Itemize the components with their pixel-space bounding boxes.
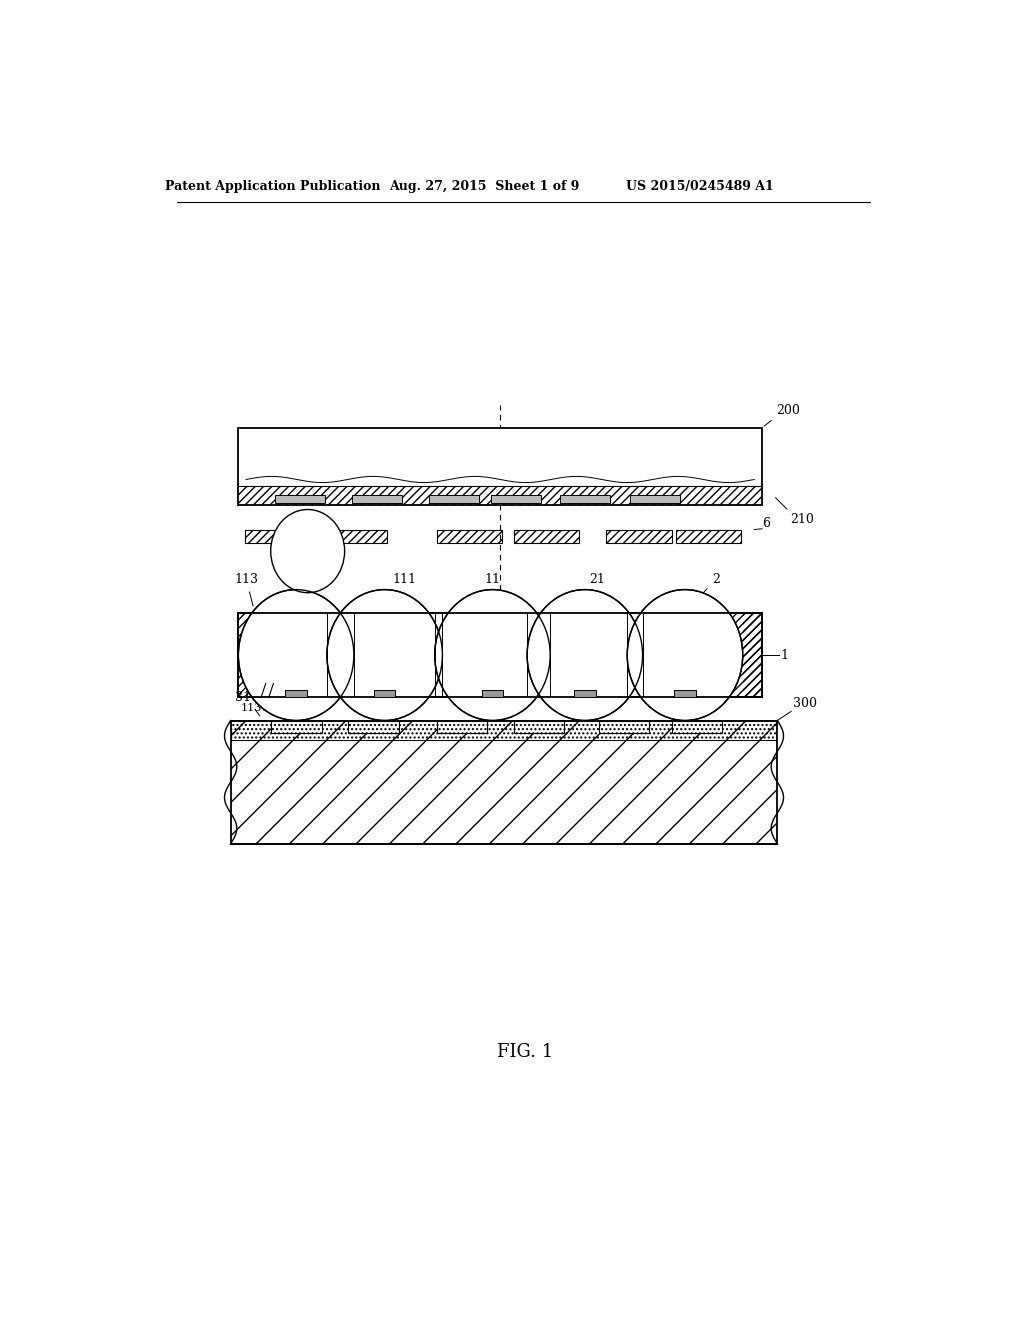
- Text: 11: 11: [484, 573, 501, 606]
- Bar: [606, 529, 672, 544]
- Bar: [322, 529, 387, 544]
- Bar: [676, 529, 741, 544]
- Bar: [742, 612, 762, 697]
- Bar: [514, 529, 580, 544]
- Bar: [245, 529, 310, 544]
- Bar: [429, 495, 479, 503]
- Bar: [239, 612, 762, 697]
- Bar: [239, 486, 762, 506]
- Ellipse shape: [327, 590, 442, 721]
- Ellipse shape: [628, 590, 742, 721]
- Bar: [348, 721, 398, 733]
- Bar: [672, 721, 722, 733]
- Text: 1: 1: [780, 648, 788, 661]
- Bar: [239, 428, 762, 506]
- Ellipse shape: [270, 510, 345, 593]
- Bar: [437, 529, 503, 544]
- Bar: [574, 690, 596, 697]
- Ellipse shape: [527, 590, 643, 721]
- Text: 22: 22: [597, 704, 611, 713]
- Bar: [437, 721, 487, 733]
- Bar: [676, 529, 741, 544]
- Bar: [437, 529, 503, 544]
- Text: 310: 310: [234, 692, 260, 715]
- Bar: [275, 495, 326, 503]
- Bar: [674, 690, 695, 697]
- Bar: [239, 612, 267, 697]
- Bar: [230, 721, 777, 843]
- Text: 210: 210: [791, 512, 814, 525]
- Text: 2: 2: [687, 573, 720, 610]
- Bar: [481, 690, 503, 697]
- Ellipse shape: [435, 590, 550, 721]
- Text: 300: 300: [793, 697, 817, 710]
- Bar: [606, 529, 672, 544]
- Text: 6: 6: [762, 517, 770, 531]
- Bar: [490, 495, 541, 503]
- Text: 111: 111: [379, 573, 417, 607]
- Bar: [560, 495, 610, 503]
- Bar: [271, 721, 322, 733]
- Bar: [733, 612, 762, 697]
- Ellipse shape: [239, 590, 354, 721]
- Bar: [230, 721, 777, 739]
- Bar: [599, 721, 649, 733]
- Bar: [672, 721, 722, 733]
- Bar: [514, 721, 564, 733]
- Text: Aug. 27, 2015  Sheet 1 of 9: Aug. 27, 2015 Sheet 1 of 9: [389, 181, 580, 194]
- Text: 200: 200: [776, 404, 800, 417]
- Text: FIG. 1: FIG. 1: [497, 1043, 553, 1060]
- Bar: [239, 612, 762, 697]
- Text: US 2015/0245489 A1: US 2015/0245489 A1: [627, 181, 774, 194]
- Bar: [374, 690, 395, 697]
- Text: Patent Application Publication: Patent Application Publication: [165, 181, 381, 194]
- Bar: [599, 721, 649, 733]
- Bar: [437, 721, 487, 733]
- Bar: [245, 529, 310, 544]
- Bar: [514, 721, 564, 733]
- Text: 112: 112: [270, 704, 292, 713]
- Text: 21: 21: [586, 573, 604, 606]
- Bar: [352, 495, 402, 503]
- Bar: [286, 690, 307, 697]
- Bar: [271, 721, 322, 733]
- Bar: [348, 721, 398, 733]
- Text: 1131: 1131: [241, 704, 269, 713]
- Text: 113: 113: [234, 573, 258, 606]
- Bar: [514, 529, 580, 544]
- Text: 3: 3: [412, 701, 420, 714]
- Bar: [230, 721, 777, 843]
- Bar: [630, 495, 680, 503]
- Bar: [322, 529, 387, 544]
